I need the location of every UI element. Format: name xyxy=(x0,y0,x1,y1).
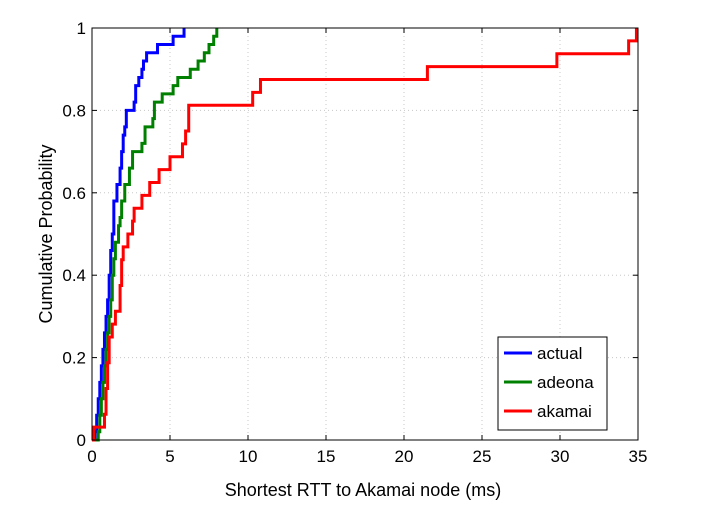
series-line-actual xyxy=(92,28,186,442)
x-tick-label: 35 xyxy=(629,447,648,466)
y-tick-label: 0.4 xyxy=(62,266,86,285)
x-tick-label: 15 xyxy=(317,447,336,466)
legend-label-adeona: adeona xyxy=(537,373,594,392)
y-tick-label: 0.2 xyxy=(62,349,86,368)
y-tick-label: 0.6 xyxy=(62,184,86,203)
legend-label-akamai: akamai xyxy=(537,402,592,421)
y-tick-label: 1 xyxy=(77,19,86,38)
ticks: 0 5 10 15 20 25 30 35 0 0.2 0.4 0.6 0.8 1 xyxy=(62,19,647,466)
grid xyxy=(92,28,638,440)
x-tick-label: 10 xyxy=(239,447,258,466)
x-tick-label: 30 xyxy=(551,447,570,466)
series-lines xyxy=(92,28,638,442)
series-line-adeona xyxy=(92,28,219,442)
x-tick-label: 25 xyxy=(473,447,492,466)
y-axis-label: Cumulative Probability xyxy=(36,144,56,323)
y-tick-label: 0.8 xyxy=(62,101,86,120)
series-line-akamai xyxy=(92,28,638,442)
x-tick-label: 0 xyxy=(87,447,96,466)
x-axis-label: Shortest RTT to Akamai node (ms) xyxy=(225,480,501,500)
legend: actual adeona akamai xyxy=(497,336,608,431)
x-tick-label: 5 xyxy=(165,447,174,466)
y-tick-label: 0 xyxy=(77,431,86,450)
plot-area-frame xyxy=(91,27,639,441)
x-tick-label: 20 xyxy=(395,447,414,466)
legend-label-actual: actual xyxy=(537,344,582,363)
